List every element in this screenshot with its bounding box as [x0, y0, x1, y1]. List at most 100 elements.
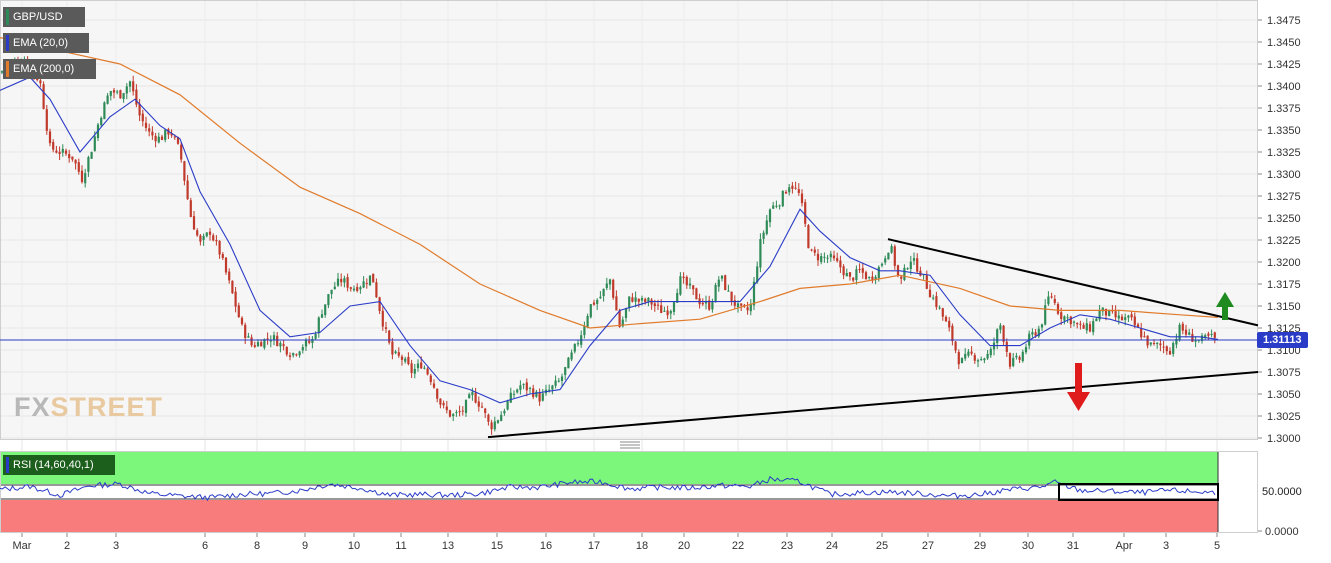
- candle-body: [932, 297, 935, 299]
- candle-body: [381, 310, 384, 327]
- candle-body: [781, 190, 784, 207]
- candle-body: [906, 268, 909, 270]
- candle-body: [77, 162, 80, 172]
- candle-body: [464, 399, 468, 413]
- ema20-swatch-icon: [6, 35, 9, 51]
- candle-body: [794, 187, 797, 189]
- legend-rsi[interactable]: RSI (14,60,40,1): [3, 455, 115, 475]
- candle-body: [436, 388, 439, 399]
- candle-body: [240, 317, 244, 325]
- candle-body: [1133, 316, 1136, 326]
- candle-body: [509, 392, 512, 403]
- candle-body: [400, 356, 404, 360]
- candle-body: [631, 297, 634, 302]
- candle-body: [1117, 315, 1120, 319]
- candle-body: [228, 271, 231, 281]
- candle-body: [1184, 329, 1188, 335]
- candle-body: [1188, 332, 1191, 335]
- candle-body: [452, 414, 455, 417]
- candle-body: [548, 389, 551, 391]
- time-tick-label: 9: [302, 540, 308, 552]
- candle-body: [1044, 305, 1047, 325]
- candle-body: [1098, 309, 1101, 320]
- candle-body: [980, 359, 983, 361]
- candle-body: [960, 357, 964, 364]
- candle-body: [989, 348, 992, 356]
- candle-body: [720, 275, 724, 279]
- arrow-up-icon: [1216, 292, 1234, 320]
- candle-body: [832, 255, 836, 259]
- candle-body: [727, 290, 730, 292]
- candle-body: [1114, 311, 1117, 318]
- candle-body: [154, 135, 157, 142]
- time-tick-label: 27: [922, 540, 934, 552]
- candle-body: [308, 340, 311, 343]
- candle-body: [48, 131, 52, 144]
- legend-ema20[interactable]: EMA (20,0): [3, 33, 89, 53]
- panel-splitter-handle[interactable]: [620, 441, 640, 449]
- candle-body: [621, 319, 624, 327]
- candle-body: [592, 302, 596, 305]
- candle-body: [640, 297, 644, 301]
- candle-body: [996, 329, 999, 344]
- candle-body: [260, 342, 263, 347]
- candle-body: [1178, 324, 1181, 341]
- candle-body: [896, 265, 900, 276]
- candle-body: [356, 286, 359, 291]
- time-tick-label: 15: [491, 540, 503, 552]
- candle-body: [688, 283, 692, 286]
- legend-symbol[interactable]: GBP/USD: [3, 7, 85, 27]
- time-tick-label: 5: [1214, 540, 1220, 552]
- candle-body: [1095, 318, 1098, 322]
- candle-body: [1172, 342, 1175, 354]
- candle-body: [957, 352, 960, 365]
- legend-ema200[interactable]: EMA (200,0): [3, 59, 96, 79]
- rsi-overbought-zone: [0, 452, 1218, 484]
- candle-body: [93, 136, 96, 151]
- main-panel-border: [0, 0, 1258, 440]
- candle-body: [61, 148, 64, 153]
- candle-body: [1066, 317, 1069, 319]
- candle-body: [84, 173, 87, 184]
- candle-body: [724, 275, 727, 290]
- time-tick-label: 23: [781, 540, 793, 552]
- candle-body: [1213, 332, 1216, 338]
- candle-body: [397, 352, 400, 356]
- candle-body: [845, 273, 848, 277]
- candle-body: [797, 189, 800, 193]
- price-tick-label: 1.3175: [1267, 279, 1301, 291]
- candle-body: [768, 209, 772, 223]
- candle-body: [884, 258, 887, 263]
- candle-body: [503, 410, 506, 414]
- candle-body: [378, 297, 381, 312]
- candle-body: [682, 276, 685, 279]
- candle-body: [765, 220, 768, 234]
- candle-body: [612, 279, 615, 298]
- candle-body: [701, 302, 704, 305]
- candle-body: [740, 303, 743, 306]
- price-tick-label: 1.3050: [1267, 389, 1301, 401]
- candle-body: [976, 360, 980, 362]
- candle-body: [461, 410, 464, 412]
- candle-body: [74, 159, 77, 164]
- candle-body: [320, 314, 324, 318]
- trendline-lower: [487, 371, 1259, 439]
- candle-body: [663, 310, 666, 312]
- candle-body: [1175, 338, 1178, 345]
- candle-body: [813, 249, 816, 253]
- candle-body: [343, 278, 346, 283]
- candle-body: [333, 286, 336, 290]
- rsi-line: [0, 475, 1216, 502]
- candle-body: [752, 281, 756, 306]
- candle-body: [605, 283, 608, 289]
- candle-body: [266, 338, 269, 340]
- candle-body: [775, 205, 778, 207]
- candle-body: [951, 325, 954, 342]
- candle-body: [221, 254, 224, 258]
- candle-body: [599, 296, 602, 299]
- candle-body: [944, 316, 948, 322]
- candle-body: [173, 136, 176, 138]
- time-tick-label: Apr: [1115, 540, 1132, 552]
- legend-symbol-label: GBP/USD: [13, 11, 63, 23]
